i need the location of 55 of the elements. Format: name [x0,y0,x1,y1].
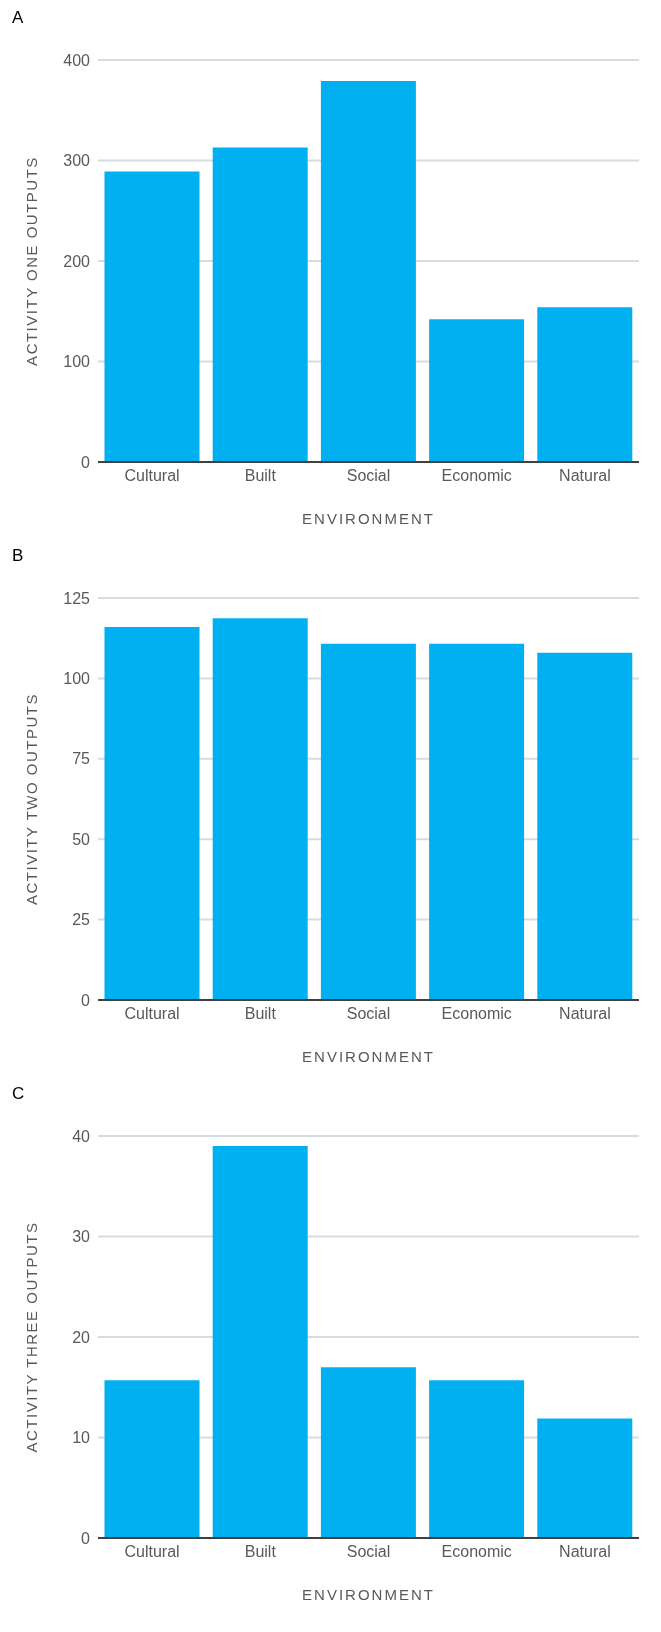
x-tick-label: Natural [559,1005,611,1023]
x-tick-label: Built [244,467,277,485]
y-tick-label: 10 [72,1429,91,1447]
bar [320,81,416,462]
y-tick-label: 125 [63,589,91,607]
bar [429,319,525,462]
x-tick-label: Economic [441,467,512,485]
y-tick-label: 50 [72,830,91,848]
x-tick-label: Economic [441,1543,512,1561]
x-axis-title: ENVIRONMENT [302,510,435,527]
bar [212,618,308,1000]
y-tick-label: 0 [81,1529,91,1547]
y-tick-label: 100 [63,670,91,688]
bar [104,626,200,1000]
bar [537,307,633,462]
x-tick-label: Built [244,1005,277,1023]
y-tick-label: 75 [72,750,91,768]
y-tick-label: 20 [72,1328,91,1346]
chart-title: C [11,1084,26,1105]
y-tick-label: 0 [81,991,91,1009]
y-tick-label: 300 [63,152,91,170]
bar [104,171,200,462]
y-tick-label: 0 [81,453,91,471]
x-tick-label: Social [346,1005,391,1023]
y-tick-label: 40 [72,1127,91,1145]
bar [320,1367,416,1538]
x-tick-label: Natural [559,467,611,485]
chart-title: A [11,8,25,29]
x-tick-label: Cultural [124,1543,180,1561]
y-tick-label: 100 [63,353,91,371]
y-axis-title: ACTIVITY TWO OUTPUTS [23,693,41,905]
bar [212,1146,308,1538]
x-tick-label: Economic [441,1005,512,1023]
x-tick-label: Social [346,467,391,485]
x-axis-title: ENVIRONMENT [302,1048,435,1065]
x-tick-label: Cultural [124,467,180,485]
bar [212,147,308,462]
x-tick-label: Natural [559,1543,611,1561]
x-tick-label: Social [346,1543,391,1561]
y-tick-label: 25 [72,911,91,929]
x-tick-label: Cultural [124,1005,180,1023]
bar [429,1380,525,1538]
y-tick-label: 400 [63,51,91,69]
bar [429,643,525,1000]
x-tick-label: Built [244,1543,277,1561]
chart-title: B [11,546,25,567]
y-axis-title: ACTIVITY THREE OUTPUTS [23,1221,41,1453]
bar [320,643,416,1000]
x-axis-title: ENVIRONMENT [302,1586,435,1603]
bar [104,1380,200,1538]
y-tick-label: 30 [72,1228,91,1246]
bar [537,652,633,1000]
bar [537,1418,633,1538]
y-axis-title: ACTIVITY ONE OUTPUTS [23,156,41,366]
y-tick-label: 200 [63,252,91,270]
